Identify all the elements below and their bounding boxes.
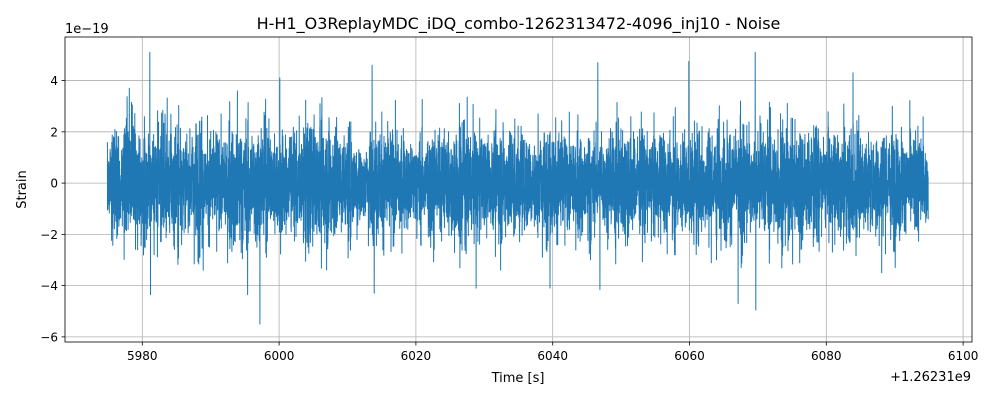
plot-frame — [64, 36, 973, 343]
x-tick-label: 5980 — [127, 349, 158, 363]
y-tick-label: 2 — [50, 125, 58, 139]
x-axis-label: Time [s] — [491, 371, 545, 386]
axis-ticks: 5980 6000 6020 6040 6060 6080 6100 −6 −4 −2 0 2 4 — [40, 74, 978, 363]
series-line — [106, 51, 929, 325]
data-series — [106, 51, 929, 325]
x-tick-label: 6100 — [948, 349, 979, 363]
y-tick-label: −6 — [40, 330, 58, 344]
x-tick-label: 6060 — [674, 349, 705, 363]
x-tick-label: 6040 — [537, 349, 568, 363]
x-tick-label: 6000 — [264, 349, 295, 363]
x-tick-label: 6020 — [401, 349, 432, 363]
y-tick-label: −2 — [40, 228, 58, 242]
y-axis-label: Strain — [15, 170, 30, 209]
chart-title: H-H1_O3ReplayMDC_iDQ_combo-1262313472-40… — [257, 14, 781, 34]
x-offset-label: +1.26231e9 — [890, 370, 971, 385]
y-tick-label: 4 — [50, 74, 58, 88]
x-tick-label: 6080 — [811, 349, 842, 363]
y-tick-label: 0 — [50, 177, 58, 191]
y-tick-label: −4 — [40, 279, 58, 293]
y-exponent-label: 1e−19 — [65, 22, 109, 37]
